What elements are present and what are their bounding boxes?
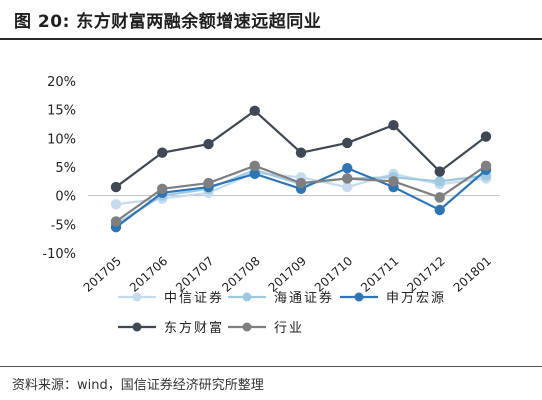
y-tick-label: 15% [47, 104, 76, 119]
data-point [157, 147, 168, 158]
x-tick-label: 201708 [219, 254, 262, 295]
legend-item: 海通证券 [228, 290, 334, 306]
data-point [480, 160, 492, 172]
data-point [342, 173, 353, 184]
data-point [342, 181, 353, 193]
legend-marker [132, 322, 142, 332]
series-layer [110, 105, 492, 233]
legend-item: 行业 [228, 321, 304, 336]
line-chart: -10%-5%0%5%10%15%20% 201705 201706 201707 2… [42, 75, 500, 336]
data-point [249, 105, 260, 117]
data-point [110, 199, 122, 210]
data-point [157, 183, 168, 194]
legend-marker [242, 322, 252, 332]
data-point [388, 176, 399, 187]
x-tick-label: 201710 [312, 254, 355, 295]
source-note: 资料来源：wind，国信证券经济研究所整理 [12, 378, 264, 393]
data-point [203, 138, 214, 150]
legend-label: 行业 [274, 321, 304, 336]
series-4 [110, 160, 492, 227]
data-point [110, 181, 122, 193]
y-tick-label: -10% [42, 247, 76, 262]
data-point [434, 166, 445, 177]
legend-marker [354, 292, 364, 302]
legend-label: 东方财富 [164, 320, 224, 336]
x-tick-label: 201711 [358, 254, 401, 295]
legend-item: 东方财富 [118, 320, 224, 336]
legend-label: 申万宏源 [386, 291, 446, 306]
x-tick-label: 201707 [173, 254, 216, 295]
page-title: 图 20: 东方财富两融余额增速远超同业 [14, 12, 322, 32]
legend-label: 海通证券 [274, 290, 334, 306]
x-tick-label: 201712 [404, 254, 447, 295]
y-tick-label: 5% [55, 161, 76, 176]
y-tick-label: -5% [51, 218, 76, 233]
x-tick-label: 201709 [266, 254, 309, 295]
footer-divider [0, 366, 542, 367]
x-tick-label: 201705 [81, 254, 124, 295]
x-tick-label: 201706 [127, 254, 170, 295]
legend-marker [242, 292, 252, 302]
data-point [295, 177, 307, 189]
y-tick-label: 10% [47, 132, 76, 147]
y-tick-label: 20% [47, 75, 76, 90]
data-point [480, 131, 492, 142]
data-point [342, 137, 353, 149]
data-point [388, 119, 399, 131]
data-point [434, 192, 445, 203]
data-point [110, 216, 122, 227]
data-point [434, 176, 445, 187]
x-tick-label: 201801 [451, 254, 494, 295]
y-axis: -10% -5% 0% 5% 10% 15% 20% [42, 75, 76, 262]
y-tick-label: 0% [55, 190, 76, 205]
data-point [434, 204, 445, 216]
legend-item: 申万宏源 [340, 291, 446, 306]
legend-label: 中信证券 [164, 290, 224, 306]
data-point [249, 168, 260, 180]
legend-item: 中信证券 [118, 290, 224, 306]
data-point [249, 160, 260, 172]
title-bar: 图 20: 东方财富两融余额增速远超同业 [0, 0, 542, 38]
chart-area: -10% -5% 0% 5% 10% 15% 20% 201705 201706 201707 2… [0, 40, 542, 370]
data-point [203, 177, 214, 189]
data-point [295, 147, 307, 158]
series-3 [110, 105, 492, 193]
legend-marker [132, 292, 142, 302]
title-divider [0, 38, 542, 40]
data-point [342, 162, 353, 174]
